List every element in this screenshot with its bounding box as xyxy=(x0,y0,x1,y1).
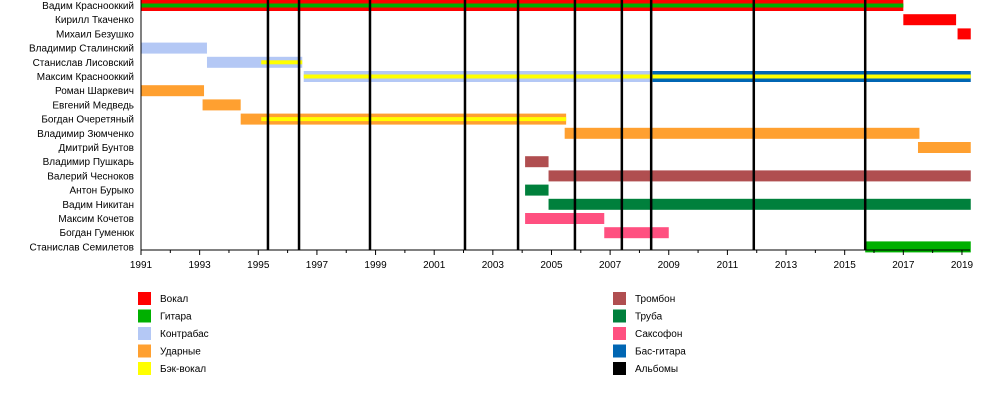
legend: Вокал Гитара Контрабас Ударные Бэк-вокал Тром… xyxy=(138,292,686,375)
bar-contrabass xyxy=(141,42,207,54)
bar-drums xyxy=(202,99,241,111)
bar-trombone xyxy=(525,156,549,168)
member-label: Кирилл Ткаченко xyxy=(55,15,134,26)
member-label: Станислав Семилетов xyxy=(30,242,135,253)
member-label: Вадим Краснооккий xyxy=(42,1,134,12)
legend-swatch-guitar xyxy=(138,309,151,323)
member-bars xyxy=(141,0,971,253)
member-label: Богдан Очеретяный xyxy=(41,115,134,126)
album-lines xyxy=(266,0,867,250)
legend-label-guitar: Гитара xyxy=(160,312,192,323)
member-labels: Вадим Краснооккий Кирилл Ткаченко Михаил Б… xyxy=(29,1,135,253)
bar-sax xyxy=(525,213,605,224)
bar-vocal xyxy=(903,14,957,26)
x-tick-label: 2013 xyxy=(775,260,798,271)
legend-label-bass: Бас-гитара xyxy=(635,347,686,358)
stripe-backvocal xyxy=(261,117,567,122)
x-tick-label: 2019 xyxy=(951,260,974,271)
member-label: Дмитрий Бунтов xyxy=(58,143,134,154)
legend-swatch-bass xyxy=(613,344,626,358)
stripe-backvocal xyxy=(261,60,303,65)
x-tick-label: 1997 xyxy=(306,260,329,271)
x-tick-label: 1991 xyxy=(130,260,153,271)
legend-label-trumpet: Труба xyxy=(635,311,663,323)
member-label: Роман Шаркевич xyxy=(55,86,134,97)
bar-trumpet xyxy=(525,184,549,196)
x-tick-label: 2015 xyxy=(834,260,857,271)
legend-swatch-albums xyxy=(613,362,626,375)
x-tick-label: 2007 xyxy=(599,260,622,271)
bar-trombone xyxy=(548,170,971,182)
bar-vocal xyxy=(957,28,971,40)
legend-swatch-trombone xyxy=(613,292,626,305)
x-tick-label: 2011 xyxy=(717,260,739,271)
stripe-backvocal xyxy=(303,74,971,79)
bar-drums xyxy=(141,85,205,97)
legend-swatch-backvocal xyxy=(138,362,151,375)
stripe-guitar xyxy=(141,3,904,8)
member-label: Вадим Никитан xyxy=(62,200,134,211)
legend-swatch-trumpet xyxy=(613,309,626,323)
x-tick-label: 1999 xyxy=(364,260,387,271)
legend-swatch-contrabass xyxy=(138,327,151,340)
member-label: Владимир Сталинский xyxy=(29,44,134,55)
member-label: Богдан Гуменюк xyxy=(60,228,135,239)
legend-swatch-sax xyxy=(613,327,626,340)
member-label: Максим Кочетов xyxy=(58,214,134,225)
x-tick-label: 1993 xyxy=(189,260,212,271)
bar-guitar xyxy=(865,241,971,253)
bar-trumpet xyxy=(548,198,971,210)
bar-contrabass xyxy=(206,56,303,68)
legend-label-albums: Альбомы xyxy=(635,363,678,375)
legend-label-trombone: Тромбон xyxy=(635,293,675,305)
legend-swatch-drums xyxy=(138,344,151,358)
x-tick-label: 2003 xyxy=(482,260,505,271)
x-axis: 1991 1993 1995 1997 1999 2001 2003 2005 2007 2009… xyxy=(130,0,974,271)
member-label: Михаил Безушко xyxy=(56,29,134,40)
x-tick-label: 2009 xyxy=(658,260,681,271)
legend-label-sax: Саксофон xyxy=(635,328,682,340)
legend-label-vocal: Вокал xyxy=(160,294,188,305)
x-tick-label: 2017 xyxy=(892,260,915,271)
bar-drums xyxy=(917,142,971,153)
bar-sax xyxy=(604,227,669,239)
legend-label-contrabass: Контрабас xyxy=(160,328,209,340)
legend-swatch-vocal xyxy=(138,292,151,305)
member-label: Станислав Лисовский xyxy=(33,58,134,69)
member-label: Владимир Пушкарь xyxy=(43,157,134,168)
legend-label-backvocal: Бэк-вокал xyxy=(160,364,206,375)
member-label: Валерий Чесноков xyxy=(47,171,134,182)
bar-drums xyxy=(564,127,920,139)
x-tick-label: 1995 xyxy=(247,260,270,271)
member-label: Максим Краснооккий xyxy=(37,72,134,83)
member-label: Евгений Медведь xyxy=(52,100,134,111)
x-tick-label: 2001 xyxy=(423,260,446,271)
x-tick-label: 2005 xyxy=(540,260,563,271)
legend-label-drums: Ударные xyxy=(160,347,201,358)
member-label: Владимир Зюмченко xyxy=(37,129,134,140)
member-label: Антон Бурыко xyxy=(69,186,134,197)
